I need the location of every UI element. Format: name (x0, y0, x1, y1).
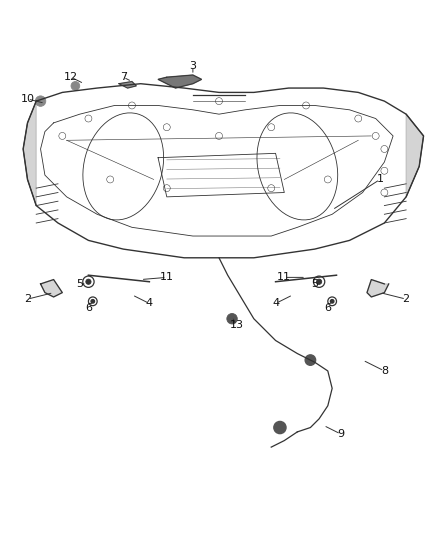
Polygon shape (367, 279, 389, 297)
Text: 11: 11 (277, 272, 291, 282)
Polygon shape (406, 114, 424, 197)
Circle shape (86, 279, 91, 284)
Text: 5: 5 (76, 279, 83, 289)
Circle shape (91, 300, 95, 303)
Text: 11: 11 (160, 272, 174, 282)
Text: 2: 2 (403, 294, 410, 304)
Circle shape (274, 422, 286, 434)
Text: 6: 6 (324, 303, 331, 313)
Circle shape (227, 313, 237, 324)
Text: 4: 4 (146, 298, 153, 309)
Text: 2: 2 (24, 294, 31, 304)
Text: 4: 4 (272, 298, 279, 309)
Text: 3: 3 (189, 61, 196, 71)
Circle shape (330, 300, 334, 303)
Circle shape (317, 279, 322, 284)
Text: 13: 13 (230, 320, 244, 330)
Text: 9: 9 (337, 429, 344, 439)
Polygon shape (23, 101, 36, 206)
Polygon shape (158, 75, 201, 88)
Circle shape (35, 96, 46, 107)
Text: 7: 7 (120, 72, 127, 82)
Circle shape (71, 82, 80, 90)
Circle shape (305, 355, 316, 365)
Polygon shape (41, 279, 62, 297)
Text: 6: 6 (85, 303, 92, 313)
Text: 8: 8 (381, 366, 388, 376)
Text: 1: 1 (377, 174, 384, 184)
Text: 5: 5 (311, 279, 318, 289)
Polygon shape (119, 82, 136, 88)
Text: 12: 12 (64, 72, 78, 82)
Text: 10: 10 (21, 94, 35, 104)
